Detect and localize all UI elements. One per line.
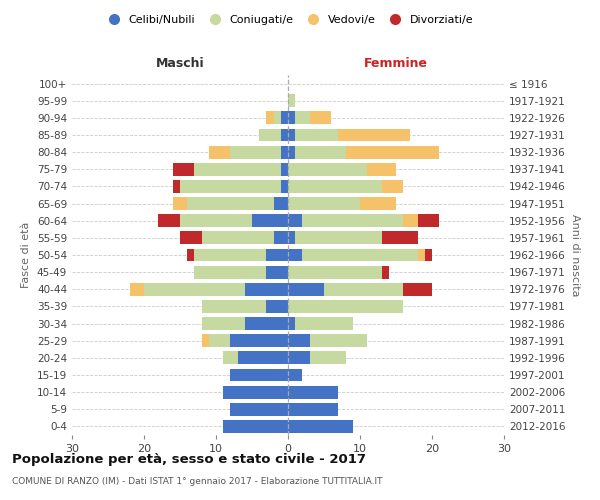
Bar	[245, 283, 288, 296]
Bar	[230, 403, 288, 415]
Bar	[288, 403, 338, 415]
Bar	[288, 283, 324, 296]
Bar	[295, 232, 382, 244]
Bar	[418, 248, 425, 262]
Bar	[209, 334, 230, 347]
Bar	[295, 146, 346, 158]
Bar	[281, 128, 288, 141]
Bar	[324, 283, 403, 296]
Bar	[173, 163, 194, 175]
Bar	[230, 146, 281, 158]
Bar	[288, 163, 367, 175]
Bar	[245, 317, 288, 330]
Bar	[180, 232, 202, 244]
Bar	[173, 197, 187, 210]
Bar	[266, 248, 288, 262]
Bar	[288, 232, 295, 244]
Bar	[202, 300, 266, 313]
Bar	[288, 146, 295, 158]
Bar	[230, 334, 288, 347]
Bar	[288, 180, 382, 193]
Bar	[281, 180, 288, 193]
Bar	[187, 197, 274, 210]
Bar	[209, 146, 230, 158]
Text: Maschi: Maschi	[155, 57, 205, 70]
Bar	[238, 352, 288, 364]
Y-axis label: Anni di nascita: Anni di nascita	[569, 214, 580, 296]
Bar	[223, 386, 288, 398]
Y-axis label: Fasce di età: Fasce di età	[22, 222, 31, 288]
Bar	[230, 368, 288, 382]
Bar	[223, 420, 288, 433]
Legend: Celibi/Nubili, Coniugati/e, Vedovi/e, Divorziati/e: Celibi/Nubili, Coniugati/e, Vedovi/e, Di…	[98, 10, 478, 29]
Bar	[295, 317, 353, 330]
Bar	[259, 128, 281, 141]
Bar	[425, 248, 432, 262]
Bar	[288, 368, 302, 382]
Bar	[288, 420, 353, 433]
Bar	[194, 248, 266, 262]
Bar	[180, 214, 252, 227]
Bar	[288, 266, 382, 278]
Bar	[310, 112, 331, 124]
Bar	[194, 266, 266, 278]
Bar	[266, 112, 274, 124]
Bar	[302, 248, 418, 262]
Text: Femmine: Femmine	[364, 57, 428, 70]
Bar	[274, 112, 281, 124]
Bar	[288, 197, 360, 210]
Text: Popolazione per età, sesso e stato civile - 2017: Popolazione per età, sesso e stato civil…	[12, 452, 366, 466]
Bar	[281, 163, 288, 175]
Bar	[382, 232, 418, 244]
Bar	[266, 266, 288, 278]
Bar	[288, 248, 302, 262]
Bar	[274, 232, 288, 244]
Bar	[288, 94, 295, 107]
Bar	[382, 180, 403, 193]
Bar	[288, 112, 295, 124]
Bar	[295, 112, 310, 124]
Bar	[266, 300, 288, 313]
Bar	[252, 214, 288, 227]
Bar	[173, 180, 180, 193]
Bar	[130, 283, 144, 296]
Bar	[360, 197, 396, 210]
Bar	[288, 214, 302, 227]
Bar	[144, 283, 245, 296]
Bar	[281, 146, 288, 158]
Bar	[288, 128, 295, 141]
Bar	[418, 214, 439, 227]
Bar	[403, 283, 432, 296]
Bar	[288, 317, 295, 330]
Bar	[187, 248, 194, 262]
Bar	[202, 334, 209, 347]
Bar	[288, 300, 403, 313]
Bar	[310, 334, 367, 347]
Bar	[202, 232, 274, 244]
Bar	[223, 352, 238, 364]
Bar	[180, 180, 281, 193]
Bar	[310, 352, 346, 364]
Bar	[194, 163, 281, 175]
Bar	[295, 128, 338, 141]
Bar	[288, 334, 310, 347]
Bar	[403, 214, 418, 227]
Bar	[202, 317, 245, 330]
Bar	[367, 163, 396, 175]
Bar	[346, 146, 439, 158]
Bar	[338, 128, 410, 141]
Bar	[288, 386, 338, 398]
Bar	[288, 352, 310, 364]
Bar	[274, 197, 288, 210]
Bar	[302, 214, 403, 227]
Bar	[382, 266, 389, 278]
Bar	[158, 214, 180, 227]
Bar	[281, 112, 288, 124]
Text: COMUNE DI RANZO (IM) - Dati ISTAT 1° gennaio 2017 - Elaborazione TUTTITALIA.IT: COMUNE DI RANZO (IM) - Dati ISTAT 1° gen…	[12, 478, 383, 486]
